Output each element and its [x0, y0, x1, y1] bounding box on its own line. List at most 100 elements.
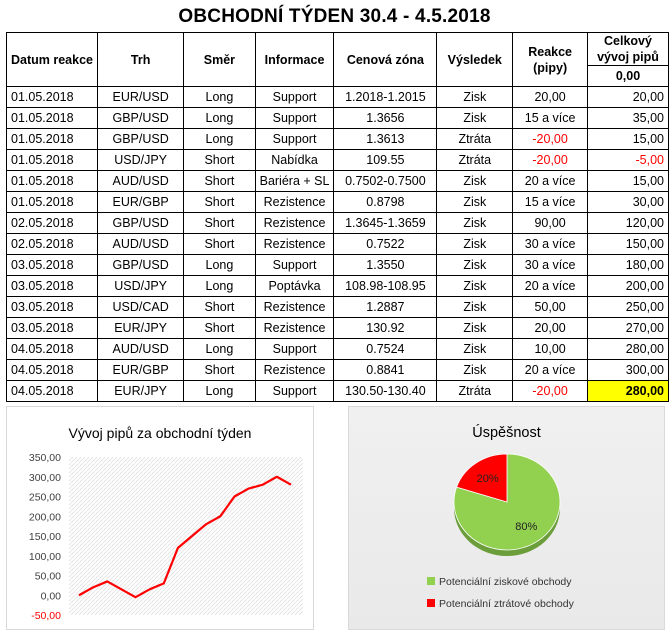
cell-direction: Long	[183, 380, 256, 402]
cell-market: EUR/USD	[96, 86, 185, 108]
cell-cumulative: 15,00	[586, 128, 669, 150]
pie-chart-panel: Úspěšnost 80% 20% Potenciální ziskové obch…	[348, 406, 665, 630]
table-row: 03.05.2018 GBP/USD Long Support 1.3550 Zisk 30…	[6, 254, 669, 276]
pie-chart-title: Úspěšnost	[472, 425, 541, 441]
line-chart: -50,00 0,00 50,00 100,00 150,00 200,00 250,00 3…	[29, 452, 303, 622]
header-info: Informace	[254, 32, 335, 87]
pie-slice-label: 20%	[477, 473, 499, 485]
cell-cumulative: 150,00	[586, 233, 669, 255]
cell-info: Rezistence	[254, 212, 335, 234]
y-tick-label: 150,00	[29, 531, 61, 543]
cell-price: 0.7524	[333, 338, 438, 360]
cell-price: 0.7502-0.7500	[333, 170, 438, 192]
cell-reaction: 30 a více	[512, 233, 588, 255]
table-row: 01.05.2018 AUD/USD Short Bariéra + SL 0.7502…	[6, 170, 669, 192]
cell-direction: Short	[183, 359, 256, 381]
cell-info: Rezistence	[254, 296, 335, 318]
table-row: 03.05.2018 EUR/JPY Short Rezistence 130.92 Zi…	[6, 317, 669, 339]
cell-cumulative: 250,00	[586, 296, 669, 318]
cell-cumulative: -5,00	[586, 149, 669, 171]
legend-swatch	[427, 577, 435, 585]
legend-label: Potenciální ztrátové obchody	[439, 598, 575, 610]
cell-info: Support	[254, 128, 335, 150]
cell-reaction: 20,00	[512, 317, 588, 339]
cell-direction: Short	[183, 233, 256, 255]
table-row: 04.05.2018 EUR/GBP Short Rezistence 0.8841 Zi…	[6, 359, 669, 381]
cell-result: Zisk	[436, 254, 514, 276]
cell-market: EUR/GBP	[96, 359, 185, 381]
table-row: 03.05.2018 USD/CAD Short Rezistence 1.2887 Zi…	[6, 296, 669, 318]
trades-table: Datum reakce Trh Směr Informace Cenová z…	[6, 32, 669, 402]
cell-direction: Long	[183, 275, 256, 297]
cell-reaction: -20,00	[512, 128, 588, 150]
cell-date: 03.05.2018	[6, 317, 98, 339]
cell-result: Zisk	[436, 275, 514, 297]
cell-info: Support	[254, 338, 335, 360]
header-reaction: Reakce (pipy)	[512, 32, 588, 87]
cell-result: Ztráta	[436, 128, 514, 150]
cell-market: AUD/USD	[96, 338, 185, 360]
cell-date: 01.05.2018	[6, 191, 98, 213]
cell-cumulative: 200,00	[586, 275, 669, 297]
cell-price: 1.3656	[333, 107, 438, 129]
cell-date: 04.05.2018	[6, 338, 98, 360]
cell-result: Zisk	[436, 296, 514, 318]
cell-market: EUR/JPY	[96, 380, 185, 402]
cell-info: Support	[254, 107, 335, 129]
page-title: OBCHODNÍ TÝDEN 30.4 - 4.5.2018	[178, 6, 491, 27]
cell-info: Nabídka	[254, 149, 335, 171]
y-tick-label: 50,00	[35, 571, 61, 583]
cell-reaction: 20 a více	[512, 170, 588, 192]
y-tick-label: 250,00	[29, 492, 61, 504]
cell-cumulative: 270,00	[586, 317, 669, 339]
cell-reaction: -20,00	[512, 149, 588, 171]
cell-cumulative: 15,00	[586, 170, 669, 192]
y-tick-label: -50,00	[31, 610, 61, 622]
line-chart-title: Vývoj pipů za obchodní týden	[68, 425, 252, 441]
cell-market: USD/JPY	[96, 149, 185, 171]
table-row: 01.05.2018 EUR/GBP Short Rezistence 0.8798 Zi…	[6, 191, 669, 213]
table-row: 04.05.2018 AUD/USD Long Support 0.7524 Zisk 10…	[6, 338, 669, 360]
legend-label: Potenciální ziskové obchody	[439, 576, 572, 588]
y-tick-label: 350,00	[29, 452, 61, 464]
header-direction: Směr	[183, 32, 256, 87]
cell-direction: Short	[183, 149, 256, 171]
cell-market: EUR/JPY	[96, 317, 185, 339]
cell-reaction: 50,00	[512, 296, 588, 318]
header-market: Trh	[96, 32, 185, 87]
cell-reaction: 20 a více	[512, 275, 588, 297]
cell-result: Zisk	[436, 233, 514, 255]
table-row: 03.05.2018 USD/JPY Long Poptávka 108.98-108.…	[6, 275, 669, 297]
cell-price: 108.98-108.95	[333, 275, 438, 297]
header-price: Cenová zóna	[333, 32, 438, 87]
cell-result: Zisk	[436, 212, 514, 234]
cell-reaction: 10,00	[512, 338, 588, 360]
table-row: 02.05.2018 GBP/USD Short Rezistence 1.3645-1…	[6, 212, 669, 234]
cell-direction: Long	[183, 338, 256, 360]
cell-cumulative: 20,00	[586, 86, 669, 108]
cell-price: 1.2887	[333, 296, 438, 318]
cell-result: Zisk	[436, 317, 514, 339]
cell-market: GBP/USD	[96, 128, 185, 150]
table-row: 02.05.2018 AUD/USD Short Rezistence 0.7522 Zi…	[6, 233, 669, 255]
cell-direction: Short	[183, 170, 256, 192]
cell-market: USD/CAD	[96, 296, 185, 318]
cell-date: 02.05.2018	[6, 233, 98, 255]
cell-date: 01.05.2018	[6, 128, 98, 150]
legend-swatch	[427, 599, 435, 607]
cell-reaction: -20,00	[512, 380, 588, 402]
cell-info: Rezistence	[254, 233, 335, 255]
table-row: 01.05.2018 USD/JPY Short Nabídka 109.55 Ztrát…	[6, 149, 669, 171]
cell-market: USD/JPY	[96, 275, 185, 297]
cell-date: 01.05.2018	[6, 149, 98, 171]
cell-direction: Short	[183, 296, 256, 318]
cell-result: Ztráta	[436, 380, 514, 402]
cell-direction: Short	[183, 212, 256, 234]
cell-date: 03.05.2018	[6, 296, 98, 318]
cell-price: 0.8798	[333, 191, 438, 213]
cell-date: 03.05.2018	[6, 254, 98, 276]
cell-cumulative: 300,00	[586, 359, 669, 381]
table-row: 01.05.2018 GBP/USD Long Support 1.3656 Zisk 15…	[6, 107, 669, 129]
cell-price: 109.55	[333, 149, 438, 171]
cell-info: Support	[254, 380, 335, 402]
